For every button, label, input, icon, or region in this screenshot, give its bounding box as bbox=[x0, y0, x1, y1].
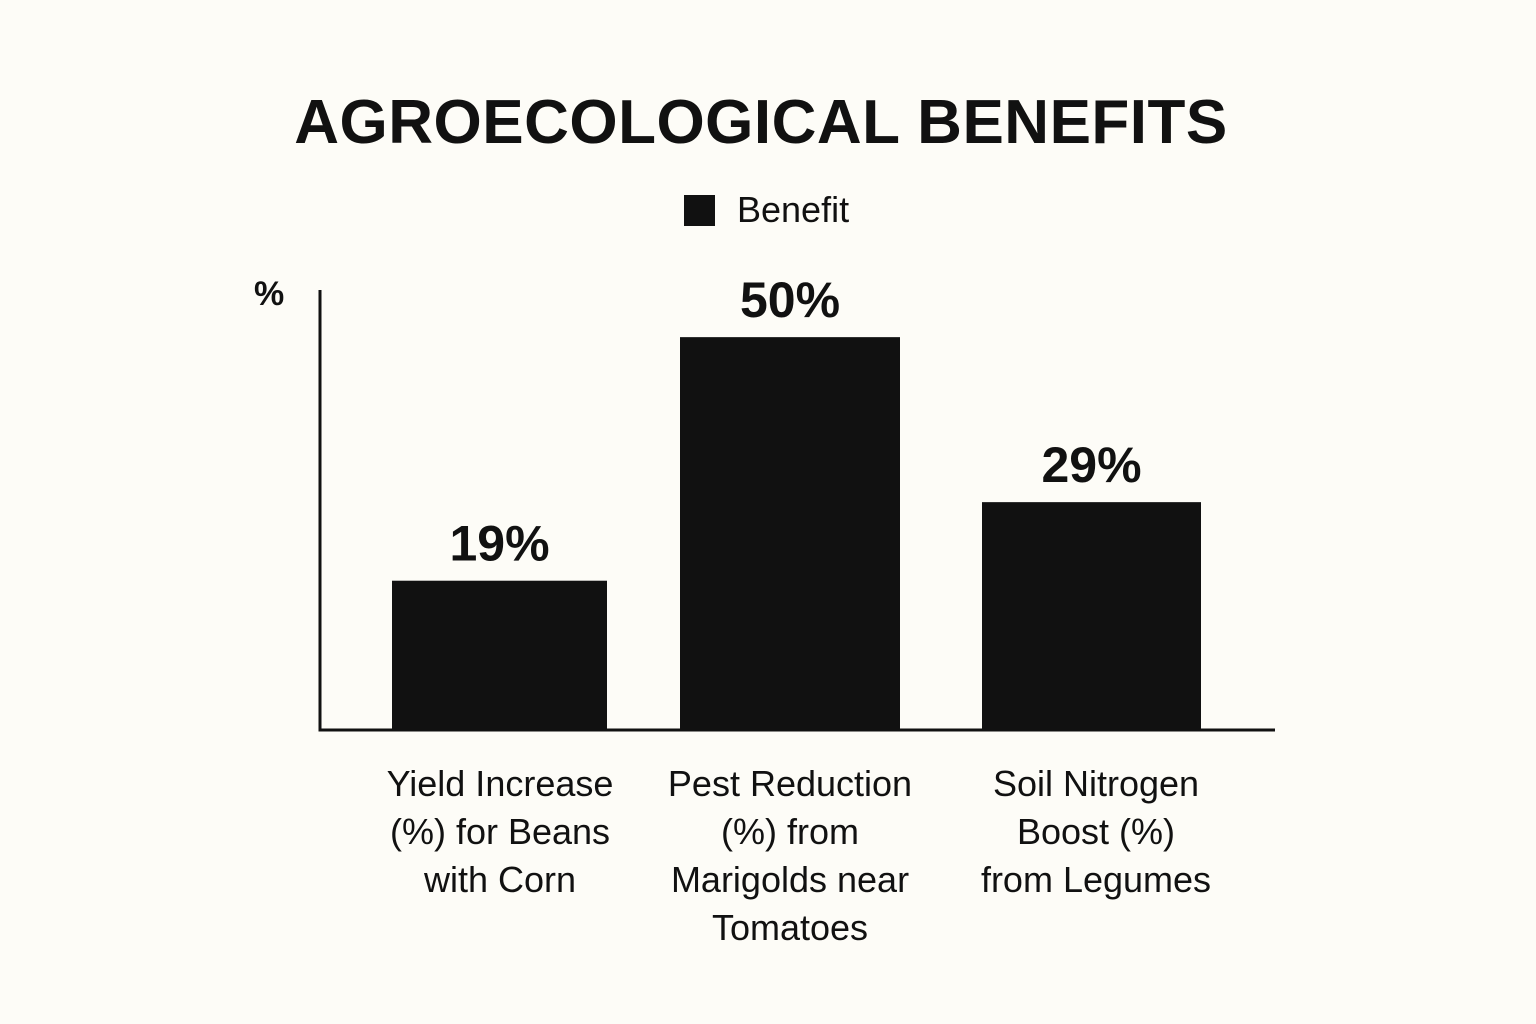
legend-label: Benefit bbox=[737, 189, 850, 230]
category-label-line: Tomatoes bbox=[711, 907, 869, 948]
category-label-pest: Pest Reduction (%) from Marigolds near T… bbox=[640, 760, 940, 952]
category-label-line: with Corn bbox=[423, 859, 577, 900]
bar-value-label: 50% bbox=[740, 272, 840, 328]
bar-value-label: 29% bbox=[1041, 437, 1141, 493]
category-label-line: Marigolds near bbox=[670, 859, 910, 900]
category-label-line: Boost (%) bbox=[1016, 811, 1176, 852]
y-axis-unit-label: % bbox=[254, 275, 285, 313]
category-label-line: Yield Increase bbox=[386, 763, 614, 804]
category-label-line: Pest Reduction bbox=[667, 763, 913, 804]
bar bbox=[982, 502, 1201, 730]
category-label-yield: Yield Increase (%) for Beans with Corn bbox=[350, 760, 650, 904]
bar bbox=[680, 337, 900, 730]
category-label-line: Soil Nitrogen bbox=[992, 763, 1200, 804]
chart-legend: Benefit bbox=[684, 190, 849, 230]
category-label-nitrogen: Soil Nitrogen Boost (%) from Legumes bbox=[946, 760, 1246, 904]
category-label-line: (%) from bbox=[721, 811, 859, 852]
bar bbox=[392, 580, 607, 730]
category-label-line: from Legumes bbox=[980, 859, 1212, 900]
chart-title: AGROECOLOGICAL BENEFITS bbox=[294, 88, 1228, 157]
legend-swatch bbox=[684, 194, 715, 226]
category-label-line: (%) for Beans bbox=[389, 811, 611, 852]
bar-value-label: 19% bbox=[449, 516, 549, 572]
